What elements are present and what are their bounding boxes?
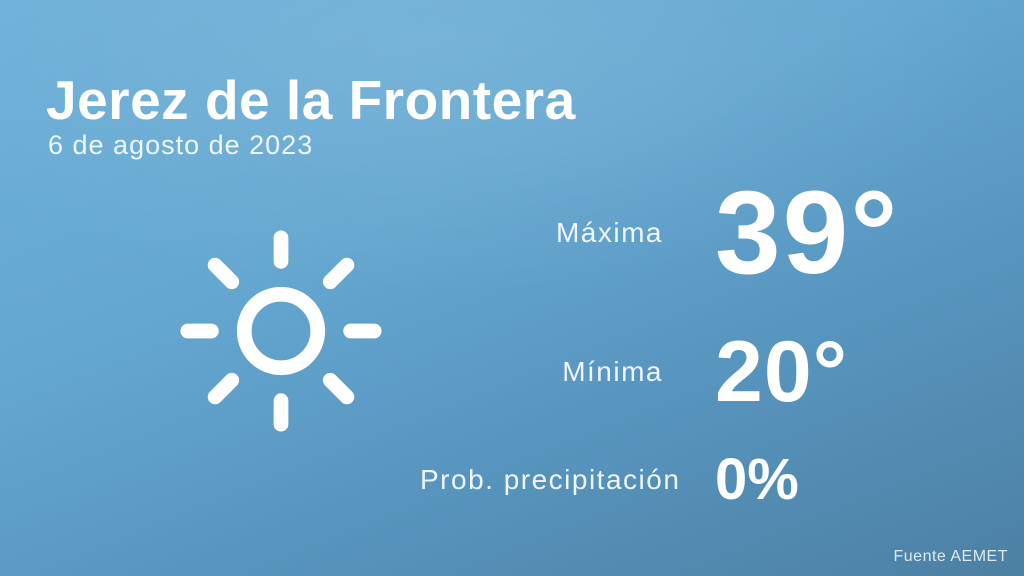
date-subtitle: 6 de agosto de 2023	[48, 130, 314, 160]
metric-label-max: Máxima	[555, 217, 663, 248]
metric-label-min: Mínima	[562, 356, 663, 387]
metric-row-precipitation: Prob. precipitación 0%	[420, 446, 1000, 514]
metric-value-max: 39°	[715, 167, 900, 299]
metric-label-precipitation: Prob. precipitación	[420, 464, 681, 495]
source-attribution: Fuente AEMET	[893, 548, 1008, 565]
page-title: Jerez de la Frontera	[46, 69, 576, 131]
metric-row-max: Máxima 39°	[420, 172, 1000, 294]
metric-value-precipitation: 0%	[715, 447, 799, 512]
sun-icon	[178, 228, 384, 434]
metric-value-min: 20°	[715, 324, 849, 420]
metric-row-min: Mínima 20°	[420, 322, 1000, 422]
